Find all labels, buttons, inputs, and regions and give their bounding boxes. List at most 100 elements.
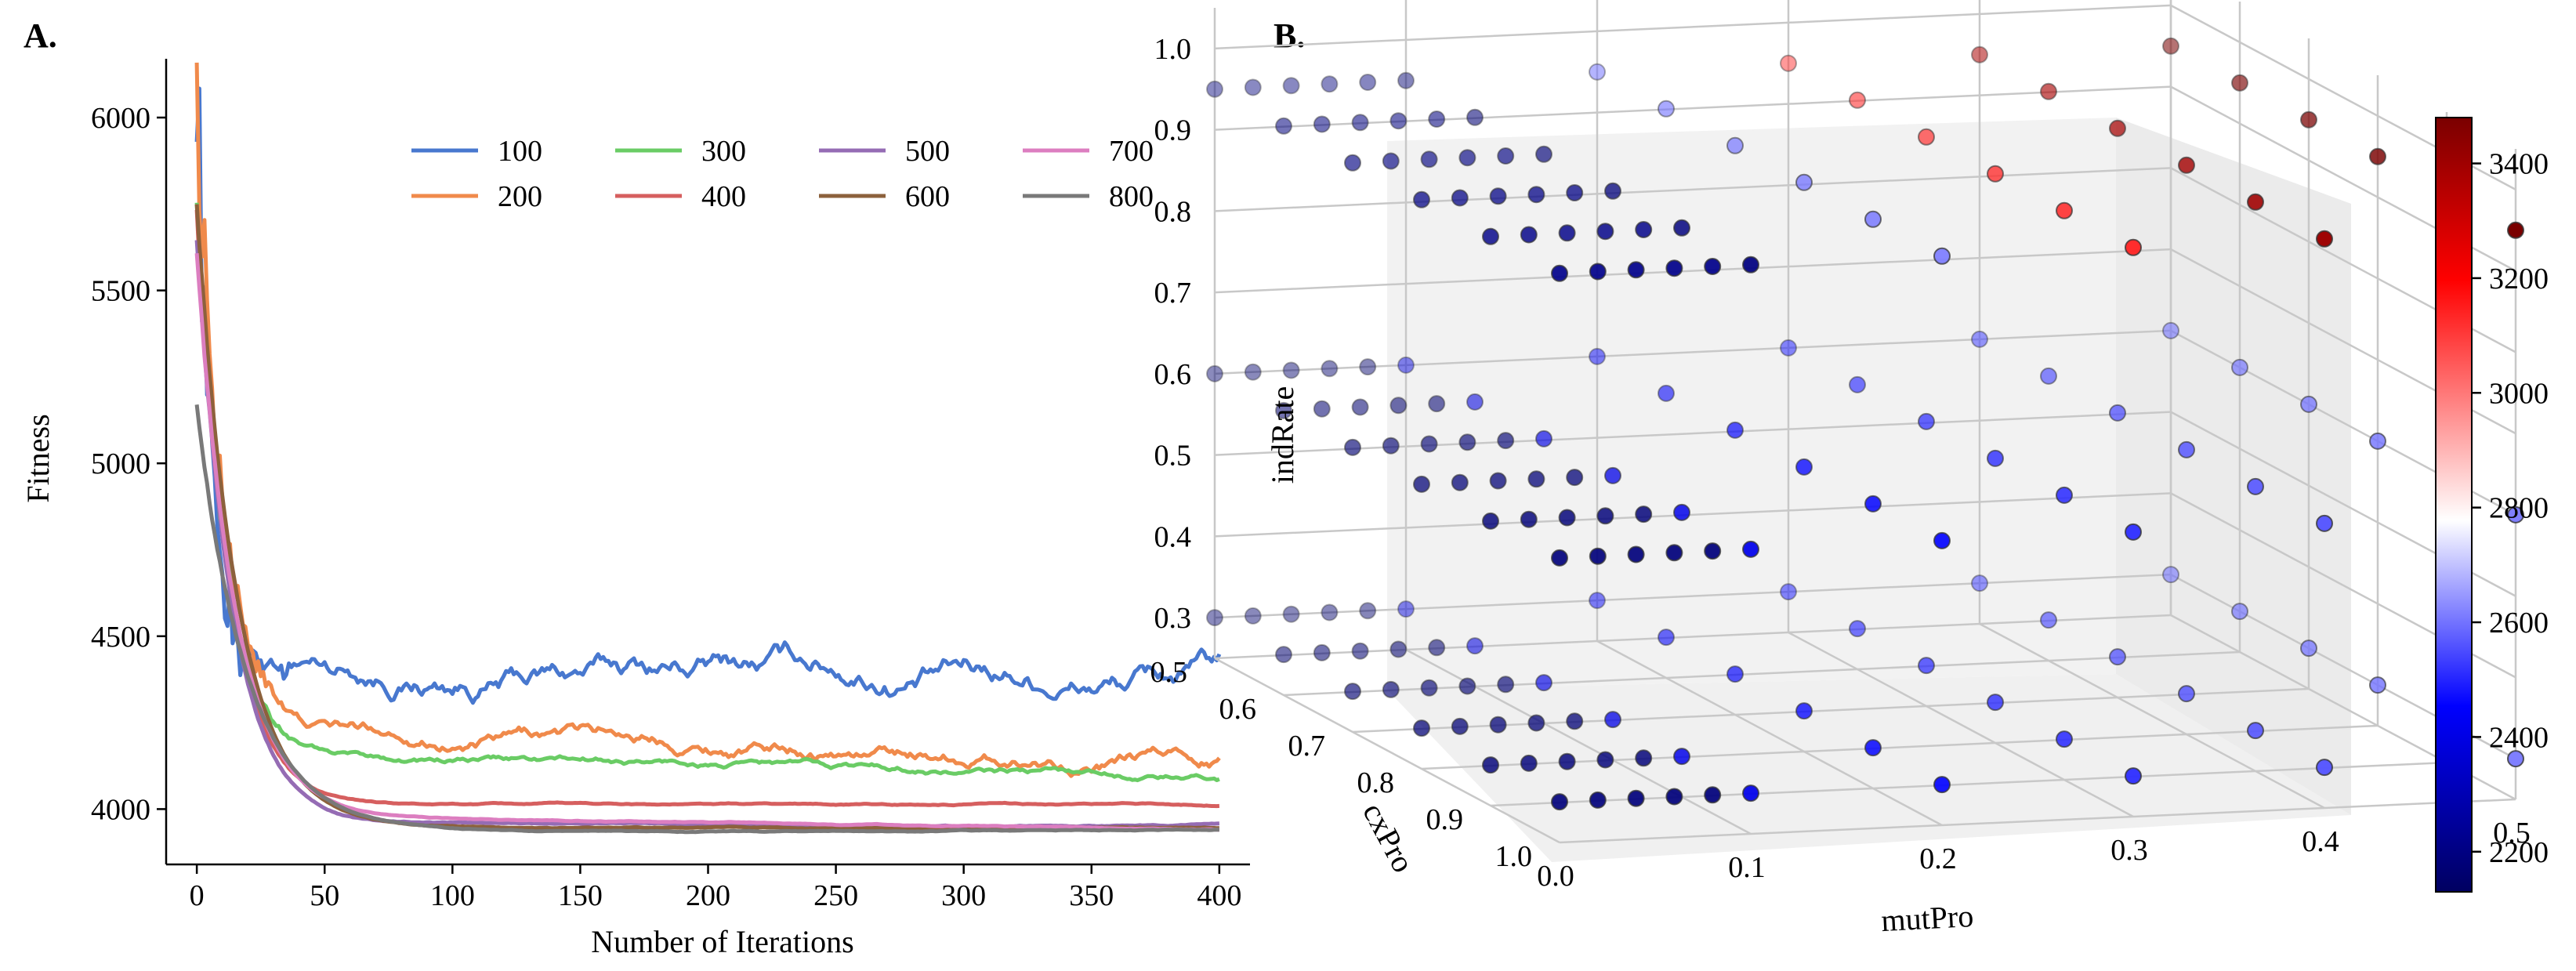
scatter-point	[1596, 751, 1614, 769]
y-tick-label: 4500	[91, 621, 150, 654]
axes-spines	[165, 59, 1250, 866]
scatter-point	[2056, 201, 2073, 219]
scatter-point	[2125, 767, 2142, 785]
grid-line	[1214, 411, 2172, 456]
y-tick-label-3d: 0.5	[1150, 656, 1188, 689]
scatter-point	[1658, 100, 1675, 118]
scatter-point	[1933, 247, 1951, 265]
scatter-point	[2507, 750, 2524, 768]
scatter-point	[1658, 629, 1675, 647]
scatter-point	[1635, 749, 1653, 767]
scatter-point	[1497, 147, 1515, 165]
grid-line	[1559, 798, 2516, 844]
scatter-point	[2040, 367, 2057, 385]
scatter-point	[1726, 665, 1744, 683]
series-lines	[194, 62, 1222, 835]
y-tick-label-3d: 0.9	[1426, 803, 1464, 836]
scatter-point	[1359, 602, 1377, 620]
scatter-point	[1275, 646, 1292, 664]
scatter-point	[1420, 150, 1438, 168]
scatter-point	[1482, 227, 1499, 245]
scatter-point	[2316, 514, 2333, 532]
scatter-point	[1971, 330, 1988, 348]
scatter-point	[1780, 339, 1797, 357]
scatter-point	[1420, 435, 1438, 453]
scatter-point	[2369, 432, 2386, 450]
scatter-point	[1397, 356, 1415, 374]
scatter-point	[1589, 791, 1607, 809]
colorbar-tick-label: 3400	[2489, 148, 2549, 181]
y-tick-label: 5000	[91, 447, 150, 480]
scatter-point	[1589, 547, 1607, 565]
scatter-point	[1987, 165, 2004, 183]
z-tick-label: 0.4	[1154, 520, 1192, 553]
scatter-point	[2040, 611, 2057, 629]
y-tick-label-3d: 1.0	[1495, 840, 1533, 873]
scatter-point	[1397, 600, 1415, 618]
scatter-point	[1489, 716, 1507, 734]
scatter-point	[1520, 510, 1538, 528]
x-tick-label: 400	[1197, 879, 1241, 912]
y-tick-label: 6000	[91, 102, 150, 135]
scatter-point	[1551, 264, 1568, 282]
scatter-point	[1665, 259, 1683, 277]
scatter-point	[1535, 145, 1552, 163]
scatter-point	[1742, 540, 1759, 558]
colorbar-tick-label: 3000	[2489, 377, 2549, 410]
scatter-point	[2109, 404, 2126, 422]
scatter-point	[2178, 685, 2195, 703]
x-tick-label: 0	[190, 879, 205, 912]
scatter-point	[1206, 80, 1223, 98]
grid-line	[1214, 248, 2172, 294]
scatter-point	[2109, 119, 2126, 137]
scatter-point	[1344, 154, 1361, 172]
line-chart: 0 50 100 150 200 250 300 350 400 4000 4500 5000 5500…	[20, 59, 1250, 959]
scatter-point	[2231, 74, 2248, 92]
scatter-point	[1742, 784, 1759, 803]
x-axis-label: Number of Iterations	[591, 924, 853, 959]
back-pane	[1387, 118, 2351, 815]
scatter-point	[1704, 542, 1722, 560]
scatter-point	[1918, 412, 1935, 430]
scatter-point	[1551, 549, 1568, 567]
scatter-point	[2178, 440, 2195, 458]
scatter-point	[1451, 473, 1469, 491]
scatter-point	[1589, 347, 1606, 365]
scatter-point	[1382, 152, 1400, 170]
grid-line	[1352, 687, 2310, 734]
scatter-point	[1918, 657, 1935, 675]
scatter-point	[1635, 221, 1653, 238]
scatter-point	[1933, 531, 1951, 549]
scatter-point	[1673, 219, 1690, 237]
x-tick-label-3d: 0.0	[1537, 860, 1574, 893]
grid-line	[1421, 724, 2379, 770]
scatter-point	[1780, 54, 1797, 72]
scatter-point	[2162, 566, 2179, 584]
colorbar-tick-label: 2600	[2489, 607, 2549, 639]
scatter-point	[1389, 397, 1408, 415]
colorbar-tick-label: 2200	[2489, 836, 2549, 869]
scatter-point	[1527, 714, 1545, 732]
scatter-point	[1244, 363, 1262, 381]
scatter-point	[1627, 545, 1645, 563]
scatter-point	[1596, 223, 1614, 241]
colorbar: 2200 2400 2600 2800 3000 3200 3400	[2435, 117, 2549, 893]
scatter-point	[1420, 679, 1438, 697]
scatter-point	[1282, 605, 1300, 623]
scatter-point	[1566, 712, 1584, 730]
legend-label-700: 700	[1109, 135, 1154, 168]
y-tick-label-3d: 0.7	[1288, 730, 1326, 763]
scatter-points	[1206, 37, 2524, 811]
scatter-point	[1604, 466, 1621, 484]
legend-label-400: 400	[701, 180, 746, 213]
scatter-point	[1382, 680, 1400, 698]
scatter-point	[1321, 603, 1339, 621]
scatter-point	[1458, 677, 1476, 695]
scatter-point	[1566, 184, 1584, 201]
legend-label-500: 500	[905, 135, 950, 168]
z-axis-label: indRate	[1265, 386, 1300, 484]
scatter-point	[1665, 544, 1683, 562]
scatter-point	[1428, 111, 1446, 128]
scatter-point	[1527, 186, 1545, 204]
z-tick-label: 0.5	[1154, 440, 1192, 473]
